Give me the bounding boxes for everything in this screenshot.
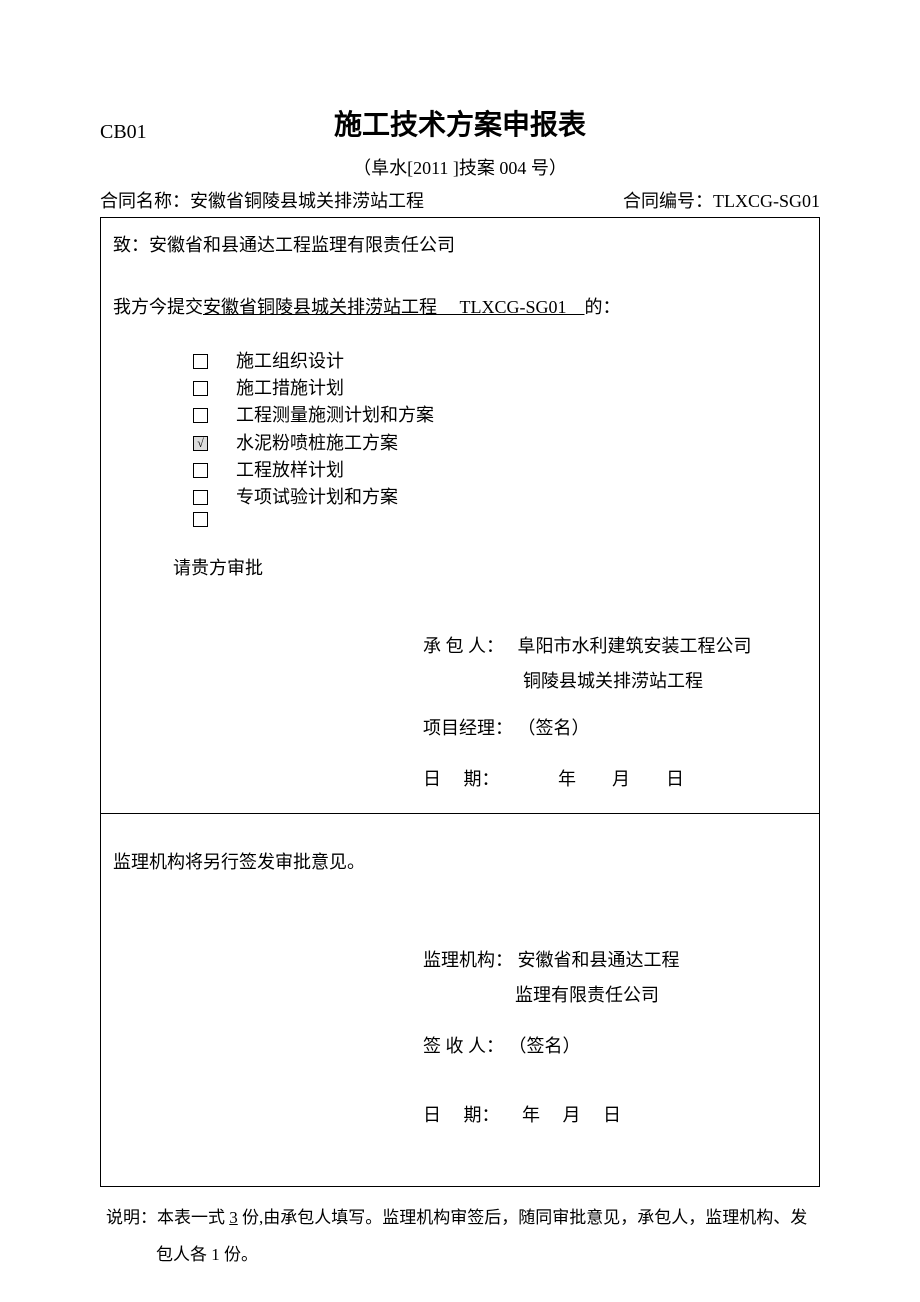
supervisor-date-value: 年 月 日 xyxy=(504,1105,621,1125)
section-top: 致：安徽省和县通达工程监理有限责任公司 我方今提交安徽省铜陵县城关排涝站工程 T… xyxy=(101,218,819,814)
contract-row: 合同名称：安徽省铜陵县城关排涝站工程 合同编号：TLXCG-SG01 xyxy=(100,188,820,215)
contract-name-label: 合同名称： xyxy=(100,191,190,211)
checkbox-label: 专项试验计划和方案 xyxy=(236,485,398,510)
checkbox-label: 工程放样计划 xyxy=(236,458,344,483)
section-bottom: 监理机构将另行签发审批意见。 监理机构： 安徽省和县通达工程 监理有限责任公司 … xyxy=(101,814,819,1185)
pm-label: 项目经理： xyxy=(423,718,513,738)
checkbox-item xyxy=(193,512,807,527)
receiver-label: 签 收 人： xyxy=(423,1036,504,1056)
checkbox-label: 施工组织设计 xyxy=(236,349,344,374)
checkbox-label: 水泥粉喷桩施工方案 xyxy=(236,431,398,456)
footer-note: 说明：本表一式 3 份,由承包人填写。监理机构审签后，随同审批意见，承包人，监理… xyxy=(100,1199,820,1274)
submission-line: 我方今提交安徽省铜陵县城关排涝站工程 TLXCG-SG01 的： xyxy=(113,294,807,321)
checkbox-icon-checked[interactable]: √ xyxy=(193,436,208,451)
contract-number-value: TLXCG-SG01 xyxy=(713,191,820,211)
contract-number-label: 合同编号： xyxy=(623,191,713,211)
checkbox-label: 施工措施计划 xyxy=(236,376,344,401)
submission-project: 安徽省铜陵县城关排涝站工程 TLXCG-SG01 xyxy=(203,297,585,317)
checkbox-icon[interactable] xyxy=(193,463,208,478)
checkbox-icon[interactable] xyxy=(193,490,208,505)
pm-value: （签名） xyxy=(518,718,590,738)
contractor-line2: 铜陵县城关排涝站工程 xyxy=(523,667,807,696)
submission-prefix: 我方今提交 xyxy=(113,297,203,317)
contract-number: 合同编号：TLXCG-SG01 xyxy=(623,188,820,215)
supervisor-org-line: 监理机构： 安徽省和县通达工程 xyxy=(423,946,807,975)
header-row: CB01 施工技术方案申报表 xyxy=(100,105,820,147)
checkbox-item: √ 水泥粉喷桩施工方案 xyxy=(193,431,807,456)
checkbox-icon[interactable] xyxy=(193,381,208,396)
contractor-date-label: 日 期： xyxy=(423,769,500,789)
checkbox-item: 工程放样计划 xyxy=(193,458,807,483)
checkbox-item: 施工组织设计 xyxy=(193,349,807,374)
footer-middle: 份,由承包人填写。监理机构审签后，随同审批意见，承包人，监理机构、发 xyxy=(238,1208,808,1227)
footer-copies: 3 xyxy=(229,1208,238,1227)
checkbox-icon[interactable] xyxy=(193,408,208,423)
receiver-value: （签名） xyxy=(509,1036,581,1056)
supervisor-org-line2: 监理有限责任公司 xyxy=(515,981,807,1010)
footer-line2: 包人各 1 份。 xyxy=(110,1236,820,1273)
receiver-line: 签 收 人： （签名） xyxy=(423,1032,807,1061)
submission-suffix: 的： xyxy=(585,297,621,317)
checkbox-item: 专项试验计划和方案 xyxy=(193,485,807,510)
subtitle: （阜水[2011 ]技案 004 号） xyxy=(100,155,820,182)
checkbox-icon[interactable] xyxy=(193,512,208,527)
contractor-date-value: 年 月 日 xyxy=(504,769,684,789)
contractor-block: 承 包 人： 阜阳市水利建筑安装工程公司 铜陵县城关排涝站工程 项目经理： （签… xyxy=(423,632,807,793)
checkbox-label: 工程测量施测计划和方案 xyxy=(236,403,434,428)
addressee-value: 安徽省和县通达工程监理有限责任公司 xyxy=(149,235,455,255)
addressee: 致：安徽省和县通达工程监理有限责任公司 xyxy=(113,232,807,259)
contractor-line: 承 包 人： 阜阳市水利建筑安装工程公司 xyxy=(423,632,807,661)
supervisor-date-line: 日 期： 年 月 日 xyxy=(423,1101,807,1130)
addressee-label: 致： xyxy=(113,235,149,255)
footer-line1: 说明：本表一式 3 份,由承包人填写。监理机构审签后，随同审批意见，承包人，监理… xyxy=(110,1199,820,1236)
contract-name-value: 安徽省铜陵县城关排涝站工程 xyxy=(190,191,424,211)
checkbox-list: 施工组织设计 施工措施计划 工程测量施测计划和方案 √ 水泥粉喷桩施工方案 工程… xyxy=(193,349,807,527)
pm-line: 项目经理： （签名） xyxy=(423,714,807,743)
checkbox-icon[interactable] xyxy=(193,354,208,369)
supervisor-block: 监理机构： 安徽省和县通达工程 监理有限责任公司 签 收 人： （签名） 日 期… xyxy=(423,946,807,1129)
contractor-date-line: 日 期： 年 月 日 xyxy=(423,765,807,794)
contractor-line1: 阜阳市水利建筑安装工程公司 xyxy=(518,636,752,656)
contractor-label: 承 包 人： xyxy=(423,636,504,656)
contract-name: 合同名称：安徽省铜陵县城关排涝站工程 xyxy=(100,188,424,215)
supervisor-notice: 监理机构将另行签发审批意见。 xyxy=(113,849,807,876)
footer-prefix: 说明：本表一式 xyxy=(106,1208,229,1227)
page-title: 施工技术方案申报表 xyxy=(100,105,820,147)
main-box: 致：安徽省和县通达工程监理有限责任公司 我方今提交安徽省铜陵县城关排涝站工程 T… xyxy=(100,217,820,1187)
supervisor-org-line1: 安徽省和县通达工程 xyxy=(518,950,680,970)
checkbox-item: 施工措施计划 xyxy=(193,376,807,401)
please-review: 请贵方审批 xyxy=(173,555,807,582)
supervisor-org-label: 监理机构： xyxy=(423,950,513,970)
checkbox-item: 工程测量施测计划和方案 xyxy=(193,403,807,428)
supervisor-date-label: 日 期： xyxy=(423,1105,500,1125)
